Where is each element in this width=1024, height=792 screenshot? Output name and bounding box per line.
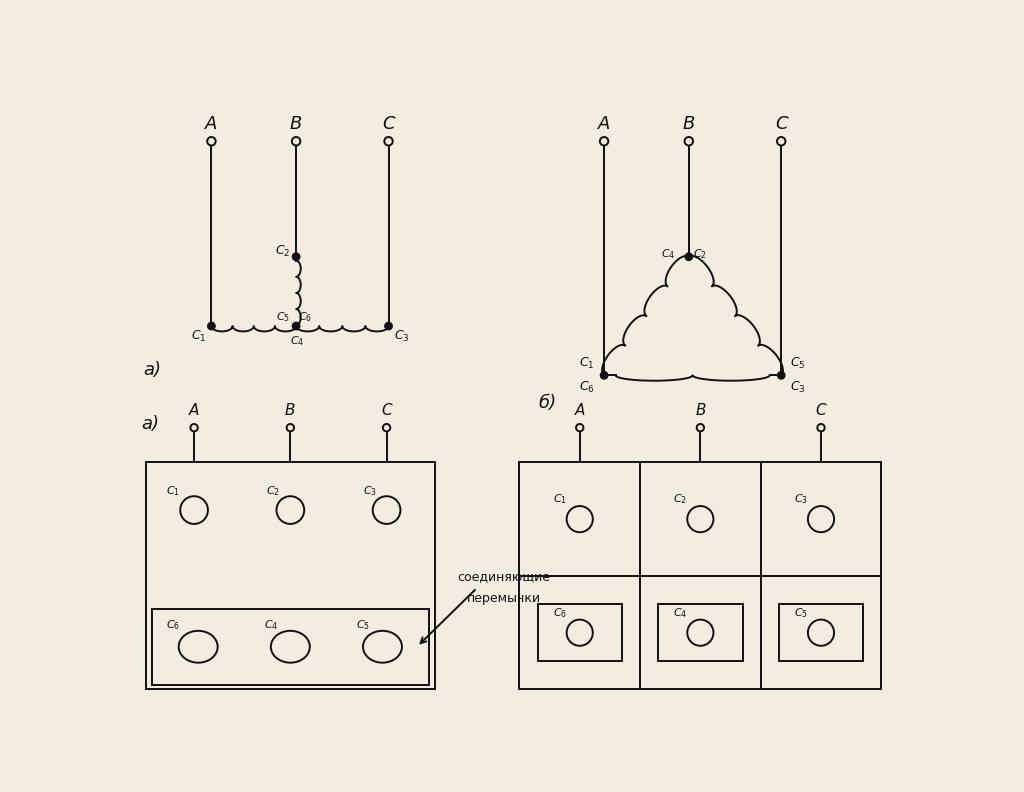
Circle shape: [817, 424, 824, 432]
Text: $C_{5}$: $C_{5}$: [276, 310, 290, 324]
Circle shape: [777, 371, 785, 379]
Text: б): б): [539, 394, 557, 412]
Text: $C_{5}$: $C_{5}$: [356, 619, 371, 632]
Text: $C_{5}$: $C_{5}$: [791, 356, 806, 371]
Text: B: B: [285, 403, 296, 418]
Text: $C_{3}$: $C_{3}$: [362, 484, 377, 497]
Circle shape: [685, 137, 693, 146]
Text: $C_{4}$: $C_{4}$: [264, 619, 279, 632]
Circle shape: [385, 322, 392, 329]
Circle shape: [373, 497, 400, 524]
Text: C: C: [381, 403, 392, 418]
Circle shape: [293, 253, 300, 261]
Circle shape: [180, 497, 208, 524]
Text: а): а): [143, 361, 161, 379]
Text: $C_{6}$: $C_{6}$: [553, 606, 566, 619]
Text: $C_{1}$: $C_{1}$: [166, 484, 179, 497]
Text: $C_{4}$: $C_{4}$: [291, 334, 305, 348]
Circle shape: [600, 137, 608, 146]
Text: A: A: [188, 403, 200, 418]
Text: $C_{3}$: $C_{3}$: [394, 329, 410, 344]
Circle shape: [292, 137, 300, 146]
Circle shape: [687, 506, 714, 532]
Text: A: A: [574, 403, 585, 418]
Text: C: C: [816, 403, 826, 418]
Ellipse shape: [362, 630, 402, 663]
Circle shape: [208, 322, 215, 329]
Circle shape: [293, 322, 300, 329]
Text: $C_{4}$: $C_{4}$: [660, 247, 675, 261]
Circle shape: [808, 506, 835, 532]
Circle shape: [287, 424, 294, 432]
Ellipse shape: [271, 630, 310, 663]
Text: A: A: [205, 115, 217, 132]
Circle shape: [207, 137, 216, 146]
Ellipse shape: [179, 630, 218, 663]
Text: $C_{3}$: $C_{3}$: [794, 492, 808, 506]
Text: перемычки: перемычки: [467, 592, 541, 605]
Circle shape: [696, 424, 705, 432]
Text: $C_{2}$: $C_{2}$: [275, 244, 291, 259]
Text: C: C: [775, 115, 787, 132]
Text: $C_{1}$: $C_{1}$: [553, 492, 566, 506]
Circle shape: [685, 253, 692, 261]
Text: $C_{2}$: $C_{2}$: [692, 247, 707, 261]
Text: B: B: [683, 115, 695, 132]
Text: $C_{4}$: $C_{4}$: [673, 606, 687, 619]
Circle shape: [276, 497, 304, 524]
Text: B: B: [290, 115, 302, 132]
Text: а): а): [141, 415, 159, 433]
Circle shape: [383, 424, 390, 432]
Circle shape: [577, 424, 584, 432]
Circle shape: [566, 506, 593, 532]
Text: $C_{6}$: $C_{6}$: [298, 310, 312, 324]
Circle shape: [384, 137, 393, 146]
Text: $C_{6}$: $C_{6}$: [580, 380, 595, 395]
Text: C: C: [382, 115, 395, 132]
Text: $C_{1}$: $C_{1}$: [190, 329, 206, 344]
Circle shape: [687, 619, 714, 645]
Text: A: A: [598, 115, 610, 132]
Circle shape: [777, 137, 785, 146]
Text: $C_{3}$: $C_{3}$: [791, 380, 806, 395]
Text: B: B: [695, 403, 706, 418]
Circle shape: [190, 424, 198, 432]
Text: соединяющие: соединяющие: [458, 570, 551, 584]
Text: $C_{1}$: $C_{1}$: [580, 356, 595, 371]
Text: $C_{2}$: $C_{2}$: [674, 492, 687, 506]
Text: $C_{6}$: $C_{6}$: [166, 619, 180, 632]
Circle shape: [808, 619, 835, 645]
Circle shape: [600, 371, 608, 379]
Circle shape: [566, 619, 593, 645]
Text: $C_{5}$: $C_{5}$: [794, 606, 808, 619]
Text: $C_{2}$: $C_{2}$: [266, 484, 281, 497]
